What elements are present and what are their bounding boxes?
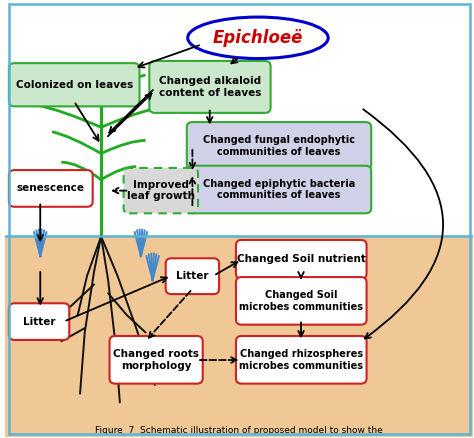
FancyBboxPatch shape xyxy=(187,166,371,213)
Bar xyxy=(5,1,474,237)
Text: Changed Soil nutrient: Changed Soil nutrient xyxy=(237,254,365,265)
Text: Colonized on leaves: Colonized on leaves xyxy=(16,80,133,90)
Bar xyxy=(5,237,474,437)
Text: Litter: Litter xyxy=(23,317,55,327)
FancyBboxPatch shape xyxy=(149,61,271,113)
Text: Epichloeë: Epichloeë xyxy=(213,29,303,47)
FancyBboxPatch shape xyxy=(124,168,198,213)
FancyBboxPatch shape xyxy=(236,277,366,325)
FancyBboxPatch shape xyxy=(187,122,371,170)
FancyBboxPatch shape xyxy=(9,303,69,340)
Ellipse shape xyxy=(188,17,328,59)
Text: Changed roots
morphology: Changed roots morphology xyxy=(113,349,199,371)
FancyBboxPatch shape xyxy=(109,336,203,384)
Text: Changed alkaloid
content of leaves: Changed alkaloid content of leaves xyxy=(159,76,261,98)
Text: Improved
leaf growth: Improved leaf growth xyxy=(127,180,195,201)
Text: Figure  7  Schematic illustration of proposed model to show the: Figure 7 Schematic illustration of propo… xyxy=(95,426,383,435)
FancyBboxPatch shape xyxy=(166,258,219,294)
Text: Changed Soil
microbes communities: Changed Soil microbes communities xyxy=(239,290,363,312)
FancyBboxPatch shape xyxy=(9,170,93,207)
Text: senescence: senescence xyxy=(17,184,85,194)
Text: Litter: Litter xyxy=(176,271,209,281)
FancyBboxPatch shape xyxy=(236,336,366,384)
Text: Changed epiphytic bacteria
communities of leaves: Changed epiphytic bacteria communities o… xyxy=(203,179,355,200)
Text: Changed rhizospheres
microbes communities: Changed rhizospheres microbes communitie… xyxy=(239,349,363,371)
FancyBboxPatch shape xyxy=(9,63,139,106)
FancyBboxPatch shape xyxy=(236,240,366,279)
Text: Changed fungal endophytic
communities of leaves: Changed fungal endophytic communities of… xyxy=(203,135,355,157)
